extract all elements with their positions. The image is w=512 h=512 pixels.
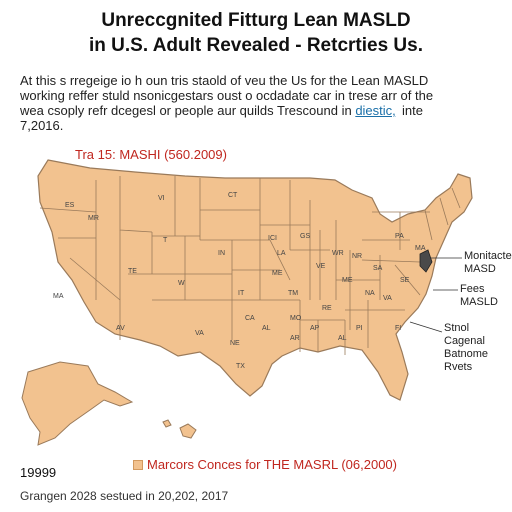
state-label: ME: [272, 270, 283, 277]
state-labels: ES MR VI T CT IN LA ICI GS TE W IT TM AV…: [53, 192, 426, 370]
state-label: MA: [53, 293, 64, 300]
paragraph-line-1: At this s rregeige io h oun tris staold …: [20, 73, 429, 88]
legend-swatch-icon: [133, 459, 143, 470]
paragraph-line-2: working reffer stuld nsonicgestars oust …: [20, 88, 434, 103]
state-label: RE: [322, 305, 332, 312]
state-label: IT: [238, 290, 245, 297]
state-shape-hawaii-small: [162, 419, 172, 428]
side-label-3-line1: Stnol: [444, 322, 470, 334]
state-label: AL: [262, 325, 271, 332]
state-label: NE: [230, 340, 240, 347]
side-label-3-line3: Batnome: [444, 348, 489, 360]
state-label: FI: [395, 325, 401, 332]
state-label: VI: [158, 195, 165, 202]
side-label-monitacte: Monitacte MASD: [464, 250, 512, 276]
side-label-2-line2: MASLD: [460, 296, 498, 308]
state-label: VA: [383, 295, 392, 302]
paragraph-link[interactable]: diestic,: [355, 103, 396, 118]
state-label: ES: [65, 202, 75, 209]
side-label-stnol: Stnol Cagenal Batnome Rvets: [444, 322, 488, 374]
side-label-fees: Fees MASLD: [460, 283, 498, 309]
state-label: AP: [310, 325, 320, 332]
state-borders: [39, 176, 461, 355]
side-label-3-line2: Cagenal: [444, 335, 485, 347]
state-label: MO: [290, 315, 302, 322]
state-label: IN: [218, 250, 225, 257]
state-label: ME: [342, 277, 353, 284]
state-label: VA: [195, 330, 204, 337]
state-label: NA: [365, 290, 375, 297]
contiguous-us-shape: [37, 159, 473, 401]
state-label: CT: [228, 192, 238, 199]
side-label-3-line4: Rvets: [444, 361, 473, 373]
us-map: ES MR VI T CT IN LA ICI GS TE W IT TM AV…: [21, 159, 473, 446]
legend-label: Marcors Conces for THE MASRL (06,2000): [147, 457, 397, 472]
state-label: MR: [88, 215, 99, 222]
state-label: MA: [415, 245, 426, 252]
state-label: VE: [316, 263, 326, 270]
state-shape-alaska: [21, 361, 134, 446]
state-label: AV: [116, 325, 125, 332]
footer-source: Grangen 2028 sestued in 20,202, 2017: [20, 489, 229, 503]
state-label: PI: [356, 325, 363, 332]
legend: Marcors Conces for THE MASRL (06,2000): [133, 457, 397, 472]
state-label: LA: [277, 250, 286, 257]
state-label: W: [178, 280, 185, 287]
paragraph-line-4: 7,2016.: [20, 118, 64, 133]
state-label: TM: [288, 290, 298, 297]
state-label: CA: [245, 315, 255, 322]
state-label: PA: [395, 233, 404, 240]
state-label: AL: [338, 335, 347, 342]
state-label: TX: [236, 363, 245, 370]
title-line-1: Unreccgnited Fitturg Lean MASLD: [101, 10, 411, 31]
state-label: NR: [352, 253, 362, 260]
side-label-1-line1: Monitacte: [464, 250, 512, 262]
state-label: SE: [400, 277, 410, 284]
state-shape-hawaii: [179, 423, 197, 439]
side-label-2-line1: Fees: [460, 283, 485, 295]
paragraph-line-3-text: wea csoply refr dcegesl or people aur qu…: [20, 103, 352, 118]
state-label: TE: [128, 268, 137, 275]
state-label: SA: [373, 265, 383, 272]
title-line-2: in U.S. Adult Revealed - Retcrties Us.: [89, 35, 423, 56]
state-label: T: [163, 237, 168, 244]
state-label: ICI: [268, 235, 277, 242]
callout-lines: [409, 257, 462, 333]
state-label: AR: [290, 335, 300, 342]
state-label: GS: [300, 233, 310, 240]
paragraph-line-3: wea csoply refr dcegesl or people aur qu…: [20, 103, 498, 118]
side-label-1-line2: MASD: [464, 263, 496, 275]
highlight-region-icon: [419, 249, 433, 273]
state-label: WR: [332, 250, 344, 257]
footer-year: 19999: [20, 465, 57, 480]
paragraph-line-3-suffix: inte: [402, 103, 423, 118]
map-title: Tra 15: MASHI (560.2009): [75, 147, 227, 162]
